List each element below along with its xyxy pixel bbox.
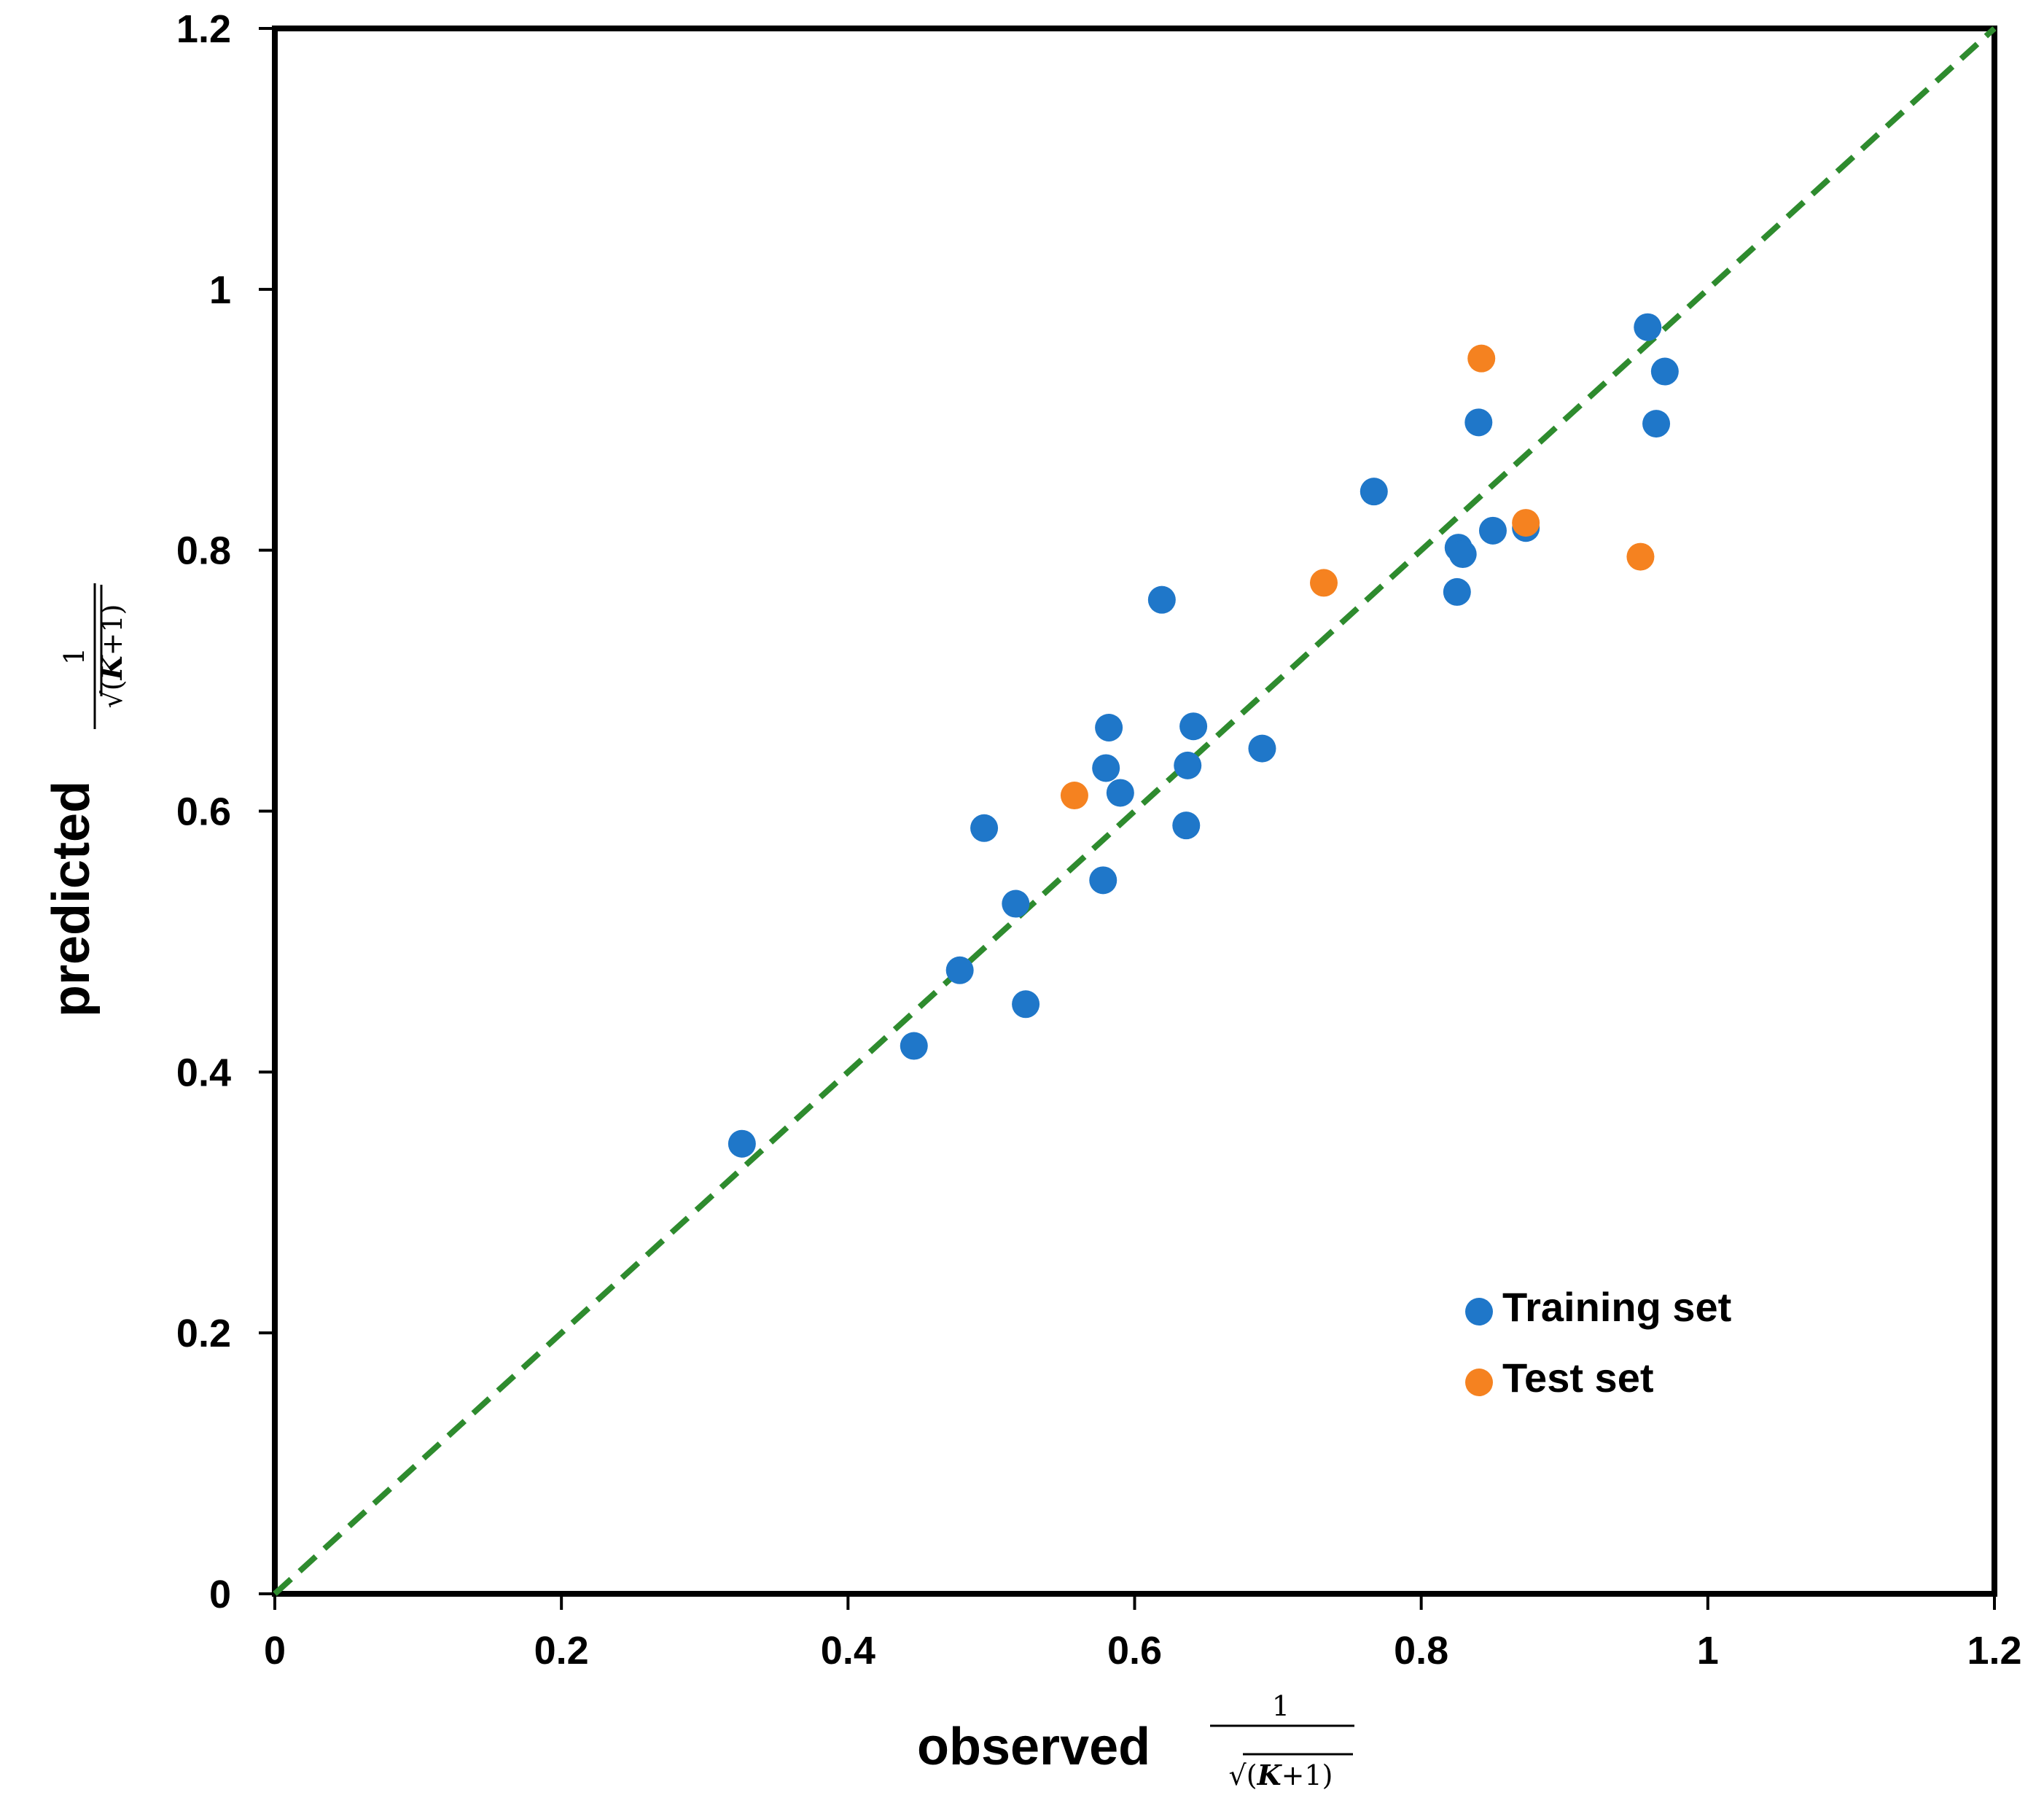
y-tick-label: 0.2 bbox=[176, 1312, 231, 1355]
x-tick-label: 0 bbox=[264, 1629, 286, 1673]
training-point bbox=[1012, 990, 1040, 1019]
y-frac-close: ) bbox=[96, 604, 128, 615]
training-point bbox=[1172, 811, 1201, 840]
x-frac-op: +1 bbox=[1282, 1759, 1322, 1791]
x-tick-label: 0.4 bbox=[821, 1629, 875, 1673]
training-point bbox=[1464, 408, 1493, 437]
y-tick-label: 0.6 bbox=[176, 790, 231, 834]
training-point bbox=[1002, 890, 1030, 918]
test-point bbox=[1626, 542, 1655, 571]
x-tick-label: 1.2 bbox=[1967, 1629, 2021, 1673]
legend-marker-training bbox=[1465, 1298, 1493, 1326]
training-point bbox=[1360, 478, 1388, 506]
x-axis-title-text: observed bbox=[917, 1718, 1150, 1776]
y-fraction-numerator: 1 bbox=[58, 647, 90, 665]
training-point bbox=[1478, 516, 1507, 545]
legend-label-test: Test set bbox=[1502, 1355, 1653, 1401]
y-frac-open: ( bbox=[96, 680, 128, 690]
x-fraction-numerator: 1 bbox=[1272, 1690, 1290, 1722]
training-point bbox=[1634, 313, 1662, 341]
test-point bbox=[1512, 509, 1540, 537]
training-point bbox=[1092, 754, 1120, 782]
training-point bbox=[900, 1032, 928, 1060]
y-tick-label: 0 bbox=[209, 1573, 231, 1616]
y-axis-title: predicted bbox=[42, 781, 101, 1017]
training-point bbox=[970, 814, 999, 842]
training-point bbox=[1095, 713, 1123, 741]
x-frac-radical: √ bbox=[1229, 1759, 1247, 1791]
training-point bbox=[1650, 357, 1679, 386]
y-axis-ticks: 0 0.2 0.4 0.6 0.8 1 1.2 bbox=[176, 7, 275, 1616]
x-frac-open: ( bbox=[1247, 1759, 1257, 1791]
training-point bbox=[1448, 540, 1477, 569]
x-frac-close: ) bbox=[1322, 1759, 1333, 1791]
training-point bbox=[945, 956, 974, 984]
y-tick-label: 0.8 bbox=[176, 529, 231, 573]
legend-marker-test bbox=[1465, 1369, 1493, 1396]
training-point bbox=[1642, 410, 1671, 438]
y-tick-label: 1.2 bbox=[176, 7, 231, 51]
legend-label-training: Training set bbox=[1502, 1284, 1731, 1330]
legend: Training set Test set bbox=[1465, 1284, 1731, 1401]
training-point bbox=[1443, 577, 1471, 606]
test-point bbox=[1467, 344, 1496, 373]
training-point bbox=[1106, 779, 1134, 807]
training-point bbox=[1248, 734, 1276, 763]
x-fraction-denominator: √(K+1) bbox=[1229, 1759, 1333, 1791]
data-points bbox=[728, 313, 1679, 1158]
training-point bbox=[1179, 712, 1208, 741]
y-tick-label: 0.4 bbox=[176, 1051, 231, 1094]
identity-line bbox=[273, 26, 1997, 1596]
test-point bbox=[1060, 782, 1088, 810]
test-point bbox=[1309, 569, 1338, 597]
y-axis-title-text: predicted bbox=[42, 781, 101, 1017]
x-tick-label: 0.2 bbox=[534, 1629, 589, 1673]
x-tick-label: 0.8 bbox=[1394, 1629, 1448, 1673]
x-axis-title: observed 1 √(K+1) bbox=[917, 1690, 1354, 1791]
training-point bbox=[1174, 751, 1202, 779]
y-tick-label: 1 bbox=[209, 268, 231, 312]
training-point bbox=[728, 1129, 756, 1158]
training-point bbox=[1147, 585, 1176, 614]
x-tick-label: 0.6 bbox=[1107, 1629, 1162, 1673]
x-axis-ticks: 0 0.2 0.4 0.6 0.8 1 1.2 bbox=[264, 1594, 2022, 1673]
y-axis-fraction: 1 √(K+1) bbox=[58, 583, 128, 729]
x-frac-var: K bbox=[1257, 1759, 1283, 1791]
training-point bbox=[1089, 866, 1117, 895]
x-tick-label: 1 bbox=[1697, 1629, 1719, 1673]
